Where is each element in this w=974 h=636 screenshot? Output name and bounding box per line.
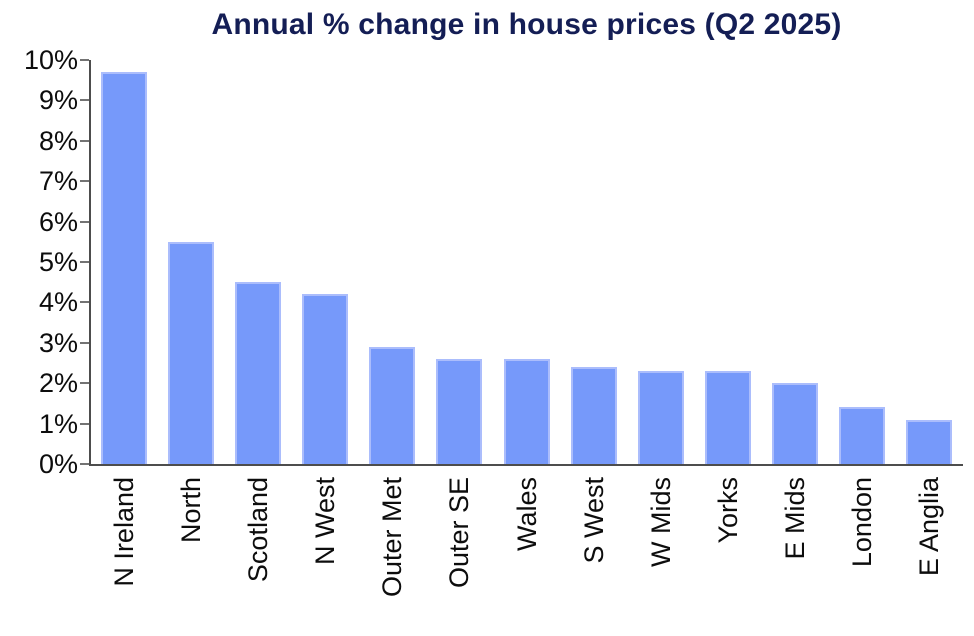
bar xyxy=(100,72,147,464)
y-axis-tick-label: 1% xyxy=(38,408,78,439)
bar xyxy=(839,407,886,464)
bar xyxy=(906,419,953,464)
bar xyxy=(570,367,617,464)
x-axis-label: E Anglia xyxy=(914,477,945,577)
y-axis-tick-label: 8% xyxy=(38,125,78,156)
y-axis-tick-label: 3% xyxy=(38,327,78,358)
x-axis-line xyxy=(89,464,963,466)
bar xyxy=(234,282,281,464)
x-axis-label: Wales xyxy=(511,477,542,552)
x-axis-label: E Mids xyxy=(780,477,811,560)
bar xyxy=(436,358,483,464)
x-axis-label: Yorks xyxy=(712,477,743,544)
y-axis-tick-label: 0% xyxy=(38,449,78,479)
y-axis-tick xyxy=(80,301,89,304)
bar xyxy=(637,371,684,464)
y-axis-tick xyxy=(80,139,89,142)
y-axis-line xyxy=(89,60,91,466)
y-axis-tick xyxy=(80,220,89,223)
y-axis-tick-label: 2% xyxy=(38,368,78,399)
y-axis-tick-label: 9% xyxy=(38,85,78,116)
x-axis-label: N Ireland xyxy=(108,477,139,587)
bar xyxy=(369,346,416,464)
y-axis-tick-label: 10% xyxy=(23,45,78,75)
y-axis-tick xyxy=(80,261,89,263)
y-axis-tick-label: 5% xyxy=(38,247,78,277)
x-axis-label: Scotland xyxy=(242,477,273,583)
x-axis-label: W Mids xyxy=(645,477,676,567)
y-axis-tick xyxy=(80,422,89,425)
y-axis-tick xyxy=(80,99,89,102)
x-axis-label: N West xyxy=(310,477,341,566)
chart-title: Annual % change in house prices (Q2 2025… xyxy=(211,8,842,41)
bar xyxy=(167,241,214,464)
y-axis-tick xyxy=(80,180,89,183)
y-axis-tick-label: 4% xyxy=(38,287,78,318)
y-axis-tick-label: 7% xyxy=(38,166,78,197)
y-axis-tick xyxy=(80,341,89,344)
y-axis-tick-label: 6% xyxy=(38,206,78,237)
x-axis-label: London xyxy=(847,477,878,568)
bar xyxy=(302,294,349,464)
x-axis-label: Outer SE xyxy=(444,477,475,589)
y-axis-tick xyxy=(80,463,89,465)
bar xyxy=(772,383,819,464)
y-axis-tick xyxy=(80,59,89,61)
bar xyxy=(503,358,550,464)
x-axis-label: Outer Met xyxy=(377,477,408,598)
x-axis-label: S West xyxy=(578,477,609,564)
bar xyxy=(704,371,751,464)
x-axis-label: North xyxy=(175,477,206,544)
y-axis-tick xyxy=(80,382,89,385)
